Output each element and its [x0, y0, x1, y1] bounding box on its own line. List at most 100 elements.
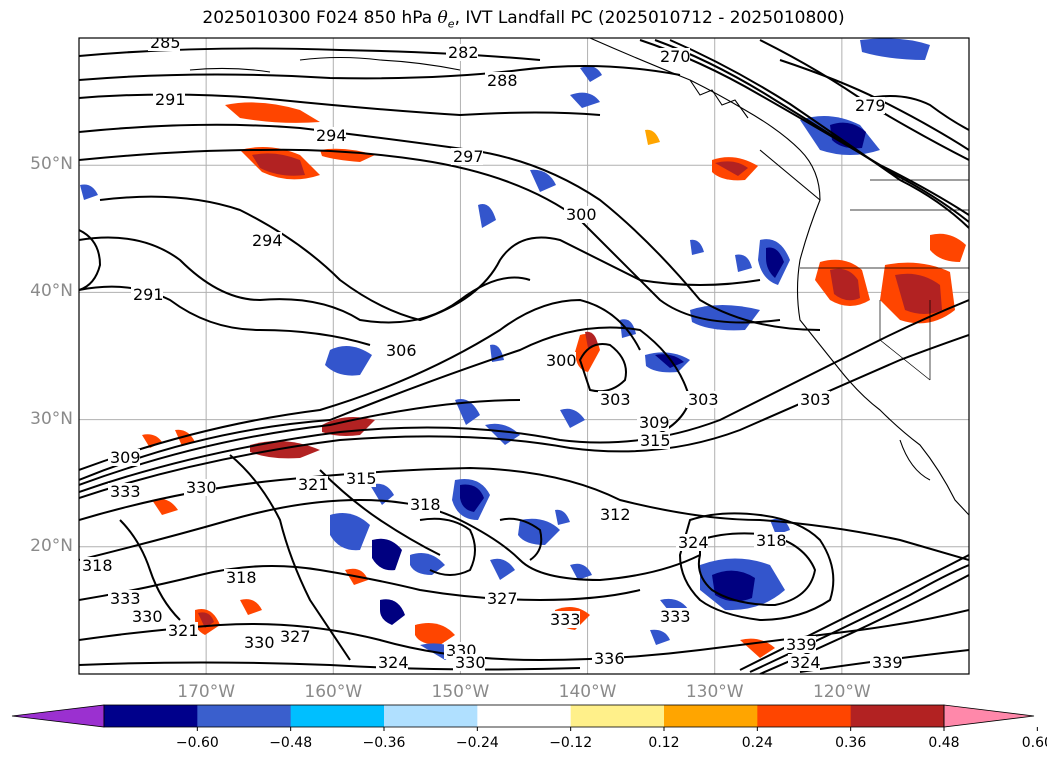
contour-label: 309 — [639, 413, 670, 432]
contour-label: 330 — [455, 653, 486, 672]
contour-label-background — [224, 569, 256, 586]
latitude-label: 40°N — [30, 281, 73, 302]
contour-label-background — [592, 650, 624, 667]
colorbar-segment — [477, 705, 572, 727]
latitude-label: 20°N — [30, 535, 73, 556]
latitude-label: 50°N — [30, 154, 73, 175]
map-frame — [78, 37, 970, 675]
longitude-label: 150°W — [431, 682, 490, 702]
contour-label: 333 — [550, 610, 581, 629]
contour-label: 270 — [660, 47, 691, 66]
contour-label-background — [784, 636, 816, 653]
colorbar-tick-label: −0.60 — [175, 735, 219, 751]
colorbar-tick-label: −0.36 — [362, 735, 406, 751]
contour-label-background — [638, 432, 670, 449]
contour-label-background — [598, 391, 630, 408]
contour-label: 333 — [110, 589, 141, 608]
contour-label: 339 — [872, 653, 903, 672]
contour-label-background — [108, 483, 140, 500]
contour-label: 291 — [155, 90, 186, 109]
contour-label-background — [278, 628, 310, 645]
contour-label-background — [446, 44, 478, 61]
contour-label-background — [485, 72, 517, 89]
colorbar-segment — [757, 705, 852, 727]
contour-label: 330 — [244, 633, 275, 652]
longitude-label: 120°W — [812, 682, 871, 702]
colorbar-tick-label: 0.12 — [648, 735, 680, 751]
coastlines — [189, 38, 969, 516]
contour-label: 285 — [150, 33, 181, 52]
contour-label: 282 — [448, 43, 479, 62]
colorbar-tick-label: −0.24 — [455, 735, 499, 751]
contour-label: 339 — [786, 635, 817, 654]
contour-label: 300 — [546, 351, 577, 370]
contour-label: 321 — [298, 475, 329, 494]
contour-labels: 285 282 270 288 291 279 294 297 300 294 291 306 300 3… — [80, 33, 903, 672]
contour-label-background — [376, 654, 408, 671]
contour-label: 300 — [566, 205, 597, 224]
contour-label-background — [548, 611, 580, 628]
colorbar-tick-label: −0.12 — [549, 735, 593, 751]
contour-label: 303 — [600, 390, 631, 409]
colorbar-segment — [570, 705, 665, 727]
contour-label: 327 — [487, 589, 518, 608]
longitude-label: 130°W — [685, 682, 744, 702]
colorbar-frame — [103, 704, 945, 728]
contour-label-background — [166, 622, 198, 639]
contour-label: 321 — [168, 621, 199, 640]
contour-label: 294 — [316, 126, 347, 145]
contour-label: 324 — [378, 653, 409, 672]
colorbar-tick-label: 0.24 — [741, 735, 773, 751]
contour-label: 312 — [600, 505, 631, 524]
contour-label: 324 — [790, 653, 821, 672]
contour-label: 333 — [110, 482, 141, 501]
colorbar-segment — [664, 705, 758, 727]
contour-label: 318 — [410, 495, 441, 514]
contour-label-background — [184, 479, 216, 496]
contour-label-background — [485, 590, 517, 607]
colorbar-segment — [104, 705, 198, 727]
contour-label-background — [788, 654, 820, 671]
contour-label-background — [853, 97, 885, 114]
contour-label: 318 — [756, 531, 787, 550]
contour-label-background — [798, 391, 830, 408]
contour-label: 330 — [132, 607, 163, 626]
title-theta: θ — [437, 8, 448, 28]
contour-label-background — [658, 608, 690, 625]
longitude-label: 170°W — [177, 682, 236, 702]
contour-label-background — [250, 232, 282, 249]
contour-label-background — [451, 148, 483, 165]
contour-label-background — [637, 414, 669, 431]
title-subscript: e — [447, 17, 455, 31]
contour-label: 279 — [855, 96, 886, 115]
contour-label: 315 — [640, 431, 671, 450]
contour-label-background — [242, 634, 274, 651]
contour-label: 306 — [386, 341, 417, 360]
contour-label-background — [408, 496, 440, 513]
contour-label-background — [80, 557, 112, 574]
colorbar-extend-low — [11, 704, 105, 728]
colorbar-tick-label: −0.48 — [269, 735, 313, 751]
contour-label-background — [130, 608, 162, 625]
contour-label-background — [148, 38, 180, 51]
longitude-label: 140°W — [558, 682, 617, 702]
contour-label-background — [686, 391, 718, 408]
contour-label-background — [754, 532, 786, 549]
contour-label: 333 — [660, 607, 691, 626]
contour-label-background — [296, 476, 328, 493]
longitude-label: 160°W — [304, 682, 363, 702]
contour-label-background — [108, 449, 140, 466]
contour-label-background — [153, 91, 185, 108]
colorbar-segment — [384, 705, 478, 727]
colorbar-segment — [197, 705, 292, 727]
contour-label-background — [344, 470, 376, 487]
latitude-label: 30°N — [30, 408, 73, 429]
colorbar-extend-high — [943, 704, 1035, 728]
contour-label-background — [658, 48, 690, 65]
title-prefix: 2025010300 F024 850 hPa — [202, 8, 438, 28]
colorbar-tick-label: 0.48 — [928, 735, 960, 751]
contour-label: 318 — [226, 568, 257, 587]
contour-label: 327 — [280, 627, 311, 646]
colorbar-tick-label: 0.60 — [1021, 735, 1047, 751]
